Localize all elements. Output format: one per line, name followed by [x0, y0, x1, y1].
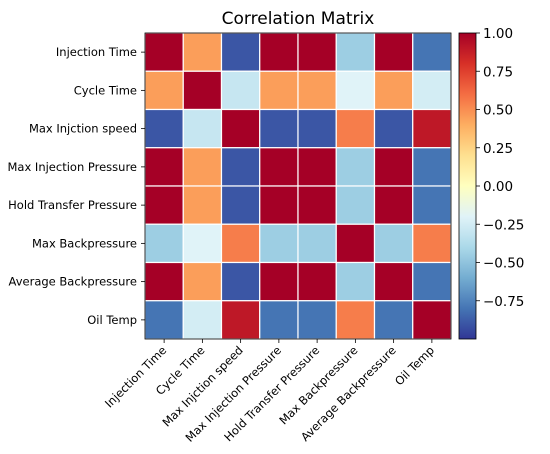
heatmap-cell [182, 32, 223, 72]
heatmap-cell [220, 108, 261, 149]
y-tick-label: Max Injction speed [29, 122, 137, 136]
heatmap-cell [297, 70, 337, 111]
heatmap-cell [297, 261, 337, 302]
heatmap-cell [412, 300, 452, 340]
heatmap-cell [182, 223, 223, 264]
heatmap-cell [259, 32, 299, 72]
colorbar-tick-label: 1.00 [483, 26, 513, 42]
heatmap-cell [259, 223, 299, 264]
heatmap-cell [412, 261, 452, 302]
heatmap-cell [144, 32, 184, 72]
colorbar-tick-label: 0.25 [483, 141, 513, 157]
colorbar [458, 32, 477, 340]
heatmap-cell [297, 147, 337, 187]
heatmap-cell [412, 70, 452, 111]
heatmap-cell [373, 185, 414, 225]
heatmap-cell [373, 223, 414, 264]
heatmap-cell [335, 300, 376, 340]
plot-frame [144, 32, 452, 340]
colorbar-tick-label: 0.75 [483, 64, 513, 80]
heatmap-cell [220, 32, 261, 72]
heatmap-cell [182, 261, 223, 302]
heatmap-cell [259, 300, 299, 340]
y-tick-label: Average Backpressure [9, 275, 137, 289]
colorbar-tick-label: −0.75 [483, 294, 524, 310]
heatmap-cell [182, 70, 223, 111]
heatmap-cell [220, 185, 261, 225]
heatmap-cell [297, 185, 337, 225]
heatmap-cell [259, 70, 299, 111]
heatmap-cell [373, 70, 414, 111]
heatmap-cell [412, 108, 452, 149]
heatmap-cell [335, 185, 376, 225]
heatmap-cell [144, 223, 184, 264]
x-tick-label: Injection Time [102, 343, 169, 410]
heatmap-cell [220, 300, 261, 340]
heatmap-cell [335, 223, 376, 264]
y-tick-label: Max Backpressure [32, 236, 137, 250]
heatmap-cell [335, 147, 376, 187]
heatmap-cell [182, 185, 223, 225]
heatmap-cell [144, 300, 184, 340]
heatmap-cell [259, 185, 299, 225]
heatmap-cell [144, 185, 184, 225]
heatmap-cell [259, 108, 299, 149]
y-tick-label: Cycle Time [74, 83, 137, 97]
heatmap-cell [182, 300, 223, 340]
heatmap-cell [144, 70, 184, 111]
heatmap-cell [144, 261, 184, 302]
heatmap-cell [335, 108, 376, 149]
heatmap-cell [220, 147, 261, 187]
heatmap-cell [373, 108, 414, 149]
heatmap-cell [297, 300, 337, 340]
heatmap-cell [259, 147, 299, 187]
colorbar-tick-label: −0.25 [483, 217, 524, 233]
heatmap-cell [335, 261, 376, 302]
heatmap-cells [144, 32, 452, 340]
heatmap-cell [412, 147, 452, 187]
heatmap-cell [412, 185, 452, 225]
heatmap-cell [297, 32, 337, 72]
y-tick-label: Oil Temp [87, 313, 137, 327]
heatmap-cell [220, 223, 261, 264]
heatmap-cell [335, 32, 376, 72]
heatmap-cell [220, 261, 261, 302]
x-tick-label: Oil Temp [392, 343, 437, 388]
heatmap-cell [182, 147, 223, 187]
heatmap-cell [220, 70, 261, 111]
colorbar-ticks: 1.00 0.75 0.50 0.25 0.00 −0.25 −0.50 −0.75 [476, 26, 524, 310]
heatmap-cell [297, 223, 337, 264]
heatmap-cell [144, 108, 184, 149]
heatmap-cell [373, 32, 414, 72]
colorbar-tick-label: −0.50 [483, 256, 524, 272]
heatmap-cell [412, 223, 452, 264]
y-tick-label: Max Injection Pressure [8, 160, 138, 174]
heatmap-cell [144, 147, 184, 187]
colorbar-tick-label: 0.50 [483, 103, 513, 119]
heatmap-cell [182, 108, 223, 149]
heatmap-cell [259, 261, 299, 302]
heatmap-cell [297, 108, 337, 149]
heatmap-cell [373, 261, 414, 302]
chart-title: Correlation Matrix [222, 9, 375, 29]
y-tick-label: Hold Transfer Pressure [8, 198, 137, 212]
heatmap-cell [373, 300, 414, 340]
colorbar-tick-label: 0.00 [483, 179, 513, 195]
heatmap-cell [373, 147, 414, 187]
y-tick-label: Injection Time [56, 45, 137, 59]
heatmap-cell [335, 70, 376, 111]
y-tick-labels: Injection Time Cycle Time Max Injction spe… [8, 45, 145, 327]
heatmap-cell [412, 32, 452, 72]
